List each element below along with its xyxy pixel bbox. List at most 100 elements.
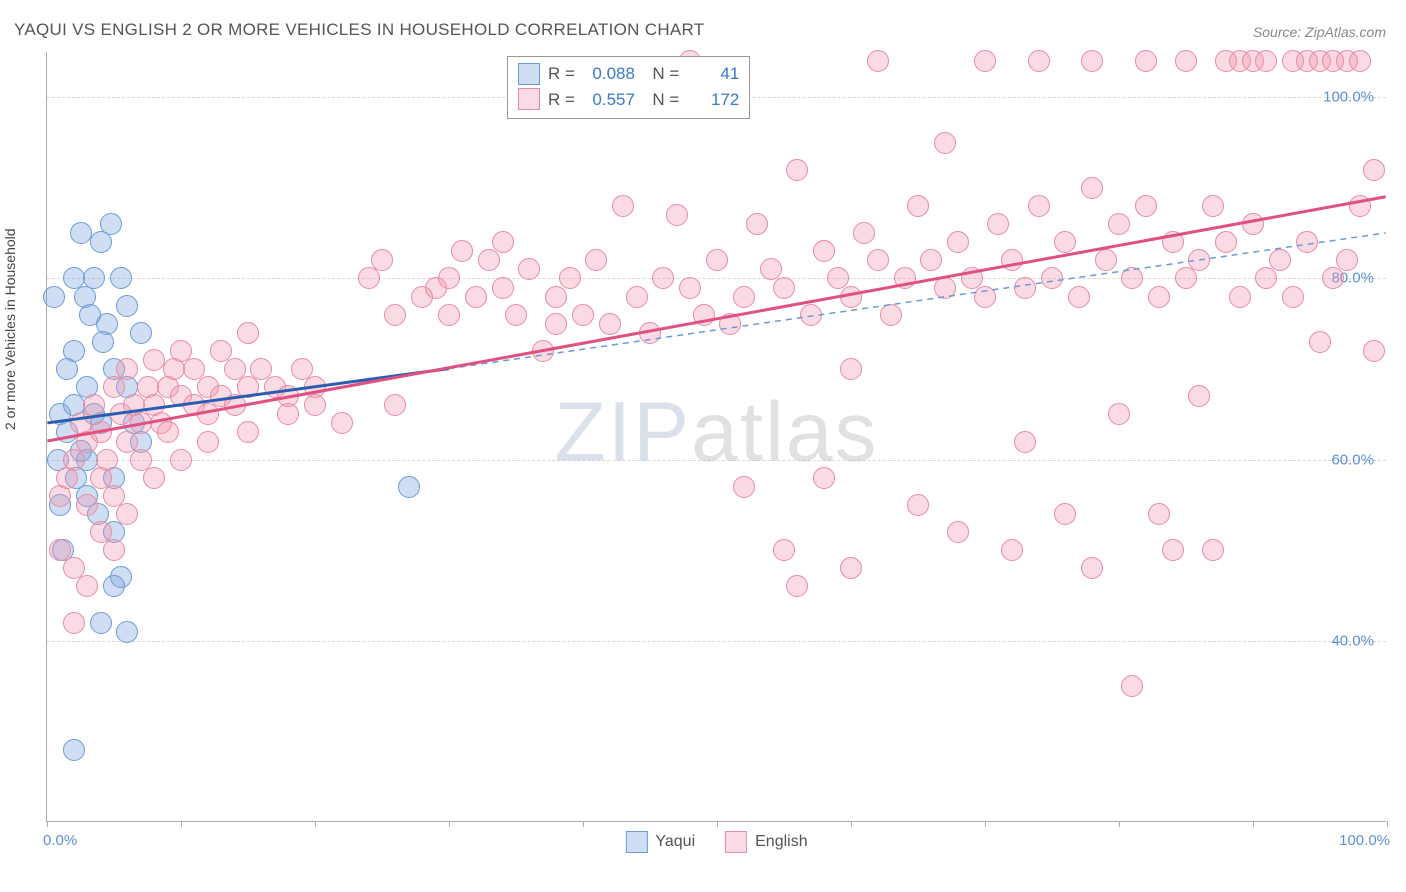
data-point [545, 313, 567, 335]
data-point [907, 494, 929, 516]
data-point [987, 213, 1009, 235]
data-point [1135, 50, 1157, 72]
data-point [1188, 249, 1210, 271]
data-point [1081, 177, 1103, 199]
data-point [1014, 431, 1036, 453]
data-point [1121, 267, 1143, 289]
source-label: Source: ZipAtlas.com [1253, 24, 1386, 40]
data-point [1162, 539, 1184, 561]
legend-row-yaqui: R = 0.088 N = 41 [518, 61, 739, 87]
x-tick [315, 821, 316, 827]
data-point [974, 50, 996, 72]
data-point [63, 739, 85, 761]
data-point [143, 467, 165, 489]
data-point [103, 539, 125, 561]
data-point [1255, 50, 1277, 72]
data-point [116, 503, 138, 525]
data-point [1255, 267, 1277, 289]
data-point [130, 322, 152, 344]
data-point [100, 213, 122, 235]
data-point [1188, 385, 1210, 407]
data-point [974, 286, 996, 308]
data-point [1175, 267, 1197, 289]
data-point [438, 304, 460, 326]
data-point [626, 286, 648, 308]
data-point [840, 557, 862, 579]
data-point [384, 304, 406, 326]
data-point [934, 132, 956, 154]
x-tick [717, 821, 718, 827]
legend-row-english: R = 0.557 N = 172 [518, 87, 739, 113]
data-point [1108, 213, 1130, 235]
data-point [197, 403, 219, 425]
data-point [1108, 403, 1130, 425]
data-point [63, 612, 85, 634]
swatch-yaqui [518, 63, 540, 85]
data-point [532, 340, 554, 362]
data-point [599, 313, 621, 335]
swatch-yaqui-icon [625, 831, 647, 853]
data-point [1081, 557, 1103, 579]
x-min-label: 0.0% [43, 832, 77, 849]
data-point [1282, 286, 1304, 308]
data-point [1001, 539, 1023, 561]
data-point [719, 313, 741, 335]
data-point [96, 449, 118, 471]
data-point [1028, 50, 1050, 72]
data-point [800, 304, 822, 326]
data-point [358, 267, 380, 289]
plot-area: ZIPatlas R = 0.088 N = 41 R = 0.557 N = … [46, 52, 1386, 822]
data-point [840, 358, 862, 380]
data-point [130, 412, 152, 434]
data-point [197, 431, 219, 453]
data-point [110, 267, 132, 289]
data-point [103, 575, 125, 597]
watermark: ZIPatlas [554, 383, 878, 480]
data-point [867, 50, 889, 72]
r-value-english: 0.557 [583, 87, 635, 113]
watermark-atlas: atlas [691, 384, 878, 478]
data-point [1336, 249, 1358, 271]
data-point [920, 249, 942, 271]
data-point [1041, 267, 1063, 289]
x-tick [47, 821, 48, 827]
data-point [693, 304, 715, 326]
chart-title: YAQUI VS ENGLISH 2 OR MORE VEHICLES IN H… [14, 20, 705, 40]
watermark-zip: ZIP [554, 384, 691, 478]
data-point [116, 621, 138, 643]
data-point [438, 267, 460, 289]
n-value-yaqui: 41 [687, 61, 739, 87]
data-point [559, 267, 581, 289]
data-point [639, 322, 661, 344]
data-point [518, 258, 540, 280]
correlation-legend: R = 0.088 N = 41 R = 0.557 N = 172 [507, 56, 750, 119]
data-point [116, 358, 138, 380]
data-point [492, 231, 514, 253]
y-tick-label: 40.0% [1331, 632, 1374, 649]
x-tick [449, 821, 450, 827]
data-point [1269, 249, 1291, 271]
data-point [1322, 267, 1344, 289]
data-point [1095, 249, 1117, 271]
data-point [237, 421, 259, 443]
r-value-yaqui: 0.088 [583, 61, 635, 87]
data-point [103, 376, 125, 398]
data-point [813, 467, 835, 489]
data-point [83, 394, 105, 416]
data-point [371, 249, 393, 271]
data-point [666, 204, 688, 226]
data-point [867, 249, 889, 271]
data-point [143, 349, 165, 371]
x-tick [985, 821, 986, 827]
data-point [224, 394, 246, 416]
data-point [1162, 231, 1184, 253]
data-point [384, 394, 406, 416]
data-point [331, 412, 353, 434]
r-label: R = [548, 87, 575, 113]
data-point [773, 277, 795, 299]
data-point [76, 575, 98, 597]
data-point [277, 403, 299, 425]
data-point [947, 521, 969, 543]
data-point [679, 277, 701, 299]
data-point [1148, 286, 1170, 308]
